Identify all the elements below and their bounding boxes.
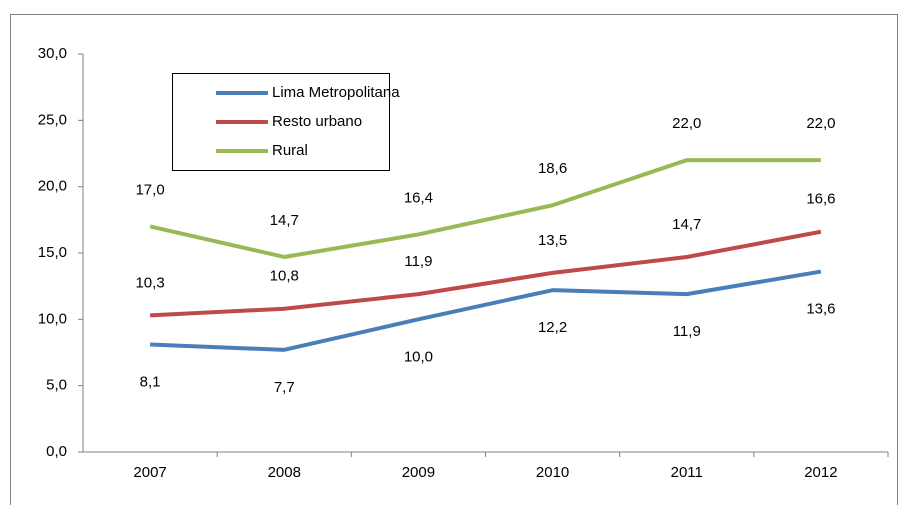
data-label: 10,3	[135, 274, 164, 291]
legend-label: Rural	[272, 142, 308, 159]
chart-frame	[10, 14, 898, 505]
x-tick-label: 2010	[536, 464, 569, 481]
x-tick-label: 2011	[671, 464, 703, 481]
data-label: 12,2	[538, 319, 567, 336]
data-label: 14,7	[672, 216, 701, 233]
y-tick-label: 20,0	[38, 178, 67, 195]
series-line	[150, 269, 822, 352]
data-label: 10,8	[270, 268, 299, 285]
data-label: 16,4	[404, 189, 433, 206]
legend-label: Lima Metropolitana	[272, 84, 400, 101]
legend-label: Resto urbano	[272, 113, 362, 130]
data-label: 13,5	[538, 232, 567, 249]
data-label: 22,0	[672, 115, 701, 132]
y-tick-label: 10,0	[38, 310, 67, 327]
series-line	[149, 229, 822, 318]
y-tick-label: 15,0	[38, 244, 67, 261]
x-tick-label: 2008	[268, 464, 301, 481]
data-label: 7,7	[274, 379, 295, 396]
data-label: 18,6	[538, 160, 567, 177]
y-tick-label: 5,0	[46, 377, 67, 394]
x-tick-label: 2007	[133, 464, 166, 481]
series-line	[149, 158, 821, 259]
data-label: 17,0	[135, 181, 164, 198]
y-tick-label: 0,0	[46, 443, 67, 460]
data-label: 13,6	[806, 301, 835, 318]
y-tick-label: 25,0	[38, 111, 67, 128]
data-label: 22,0	[806, 115, 835, 132]
data-label: 8,1	[140, 374, 161, 391]
legend-box	[172, 73, 390, 171]
data-label: 10,0	[404, 348, 433, 365]
x-tick-label: 2012	[804, 464, 837, 481]
x-tick-label: 2009	[402, 464, 435, 481]
data-label: 14,7	[270, 212, 299, 229]
y-tick-label: 30,0	[38, 45, 67, 62]
data-label: 11,9	[673, 323, 701, 340]
data-label: 11,9	[404, 253, 432, 270]
data-label: 16,6	[806, 191, 835, 208]
